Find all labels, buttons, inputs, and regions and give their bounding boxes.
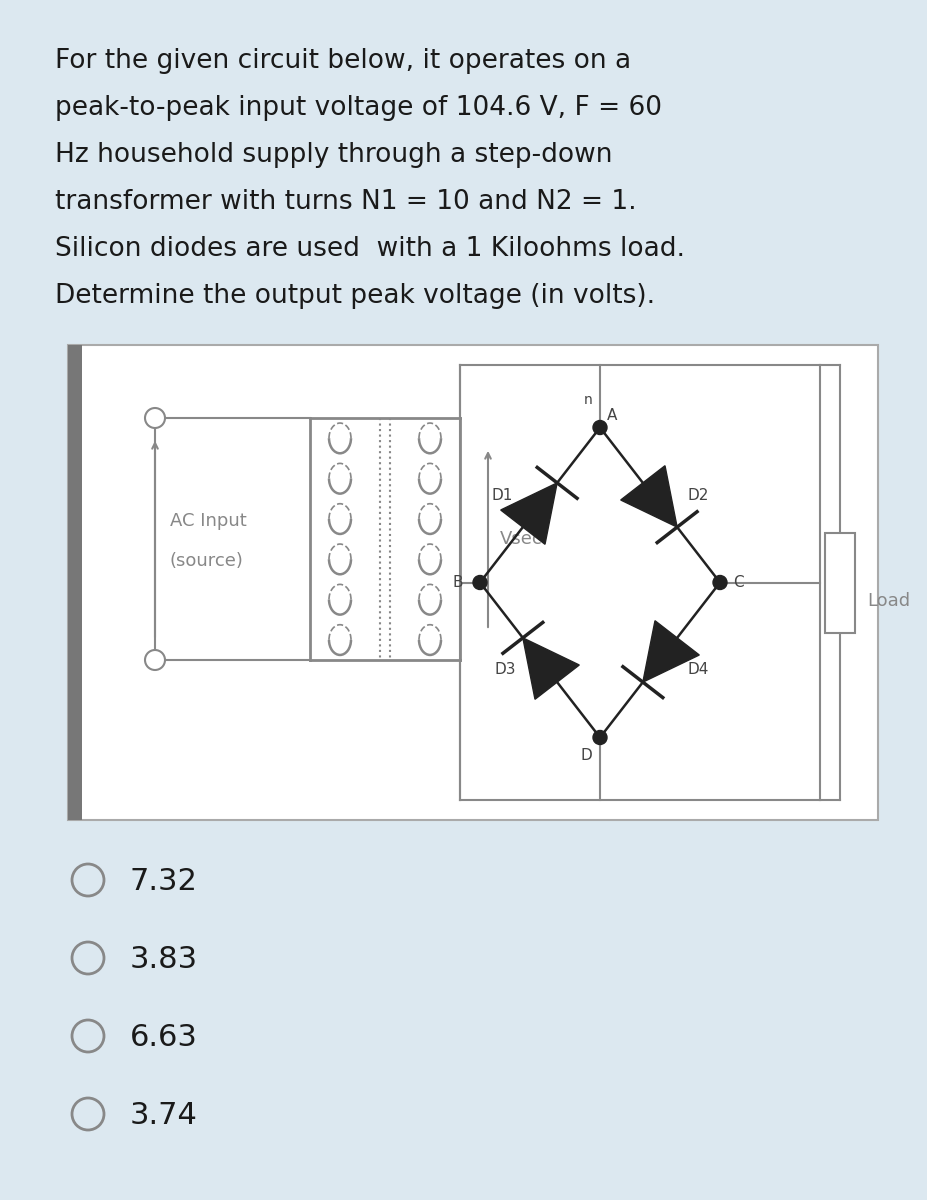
Text: For the given circuit below, it operates on a: For the given circuit below, it operates… [55,48,631,74]
Bar [68,346,82,820]
Text: Vsec: Vsec [500,530,542,548]
Text: C: C [732,575,743,590]
Text: D2: D2 [687,487,708,503]
Circle shape [72,1020,104,1052]
Text: Hz household supply through a step-down: Hz household supply through a step-down [55,142,613,168]
Text: (source): (source) [170,552,244,570]
Text: A: A [607,408,617,422]
Circle shape [145,408,165,428]
Polygon shape [642,620,699,682]
Text: 7.32: 7.32 [130,868,197,896]
Bar [68,346,878,820]
Polygon shape [621,466,677,527]
Circle shape [713,576,727,589]
Circle shape [145,650,165,670]
Text: transformer with turns N1 = 10 and N2 = 1.: transformer with turns N1 = 10 and N2 = … [55,188,637,215]
Text: 6.63: 6.63 [130,1024,197,1052]
Circle shape [72,1098,104,1130]
Circle shape [593,420,607,434]
Text: n: n [584,392,592,407]
Text: 3.74: 3.74 [130,1102,197,1130]
Text: 3.83: 3.83 [130,946,198,974]
Circle shape [72,864,104,896]
Text: peak-to-peak input voltage of 104.6 V, F = 60: peak-to-peak input voltage of 104.6 V, F… [55,95,662,121]
Text: Load: Load [867,592,910,610]
Text: D3: D3 [494,662,515,678]
Text: Determine the output peak voltage (in volts).: Determine the output peak voltage (in vo… [55,283,655,308]
Text: D: D [580,748,591,763]
Polygon shape [523,638,579,700]
Text: D1: D1 [491,487,513,503]
Bar [825,533,855,632]
Circle shape [593,731,607,744]
Text: D4: D4 [687,662,708,678]
Circle shape [72,942,104,974]
Circle shape [473,576,487,589]
Text: B: B [452,575,464,590]
Polygon shape [501,482,557,545]
Text: AC Input: AC Input [170,512,247,530]
Text: Silicon diodes are used  with a 1 Kiloohms load.: Silicon diodes are used with a 1 Kiloohm… [55,236,685,262]
